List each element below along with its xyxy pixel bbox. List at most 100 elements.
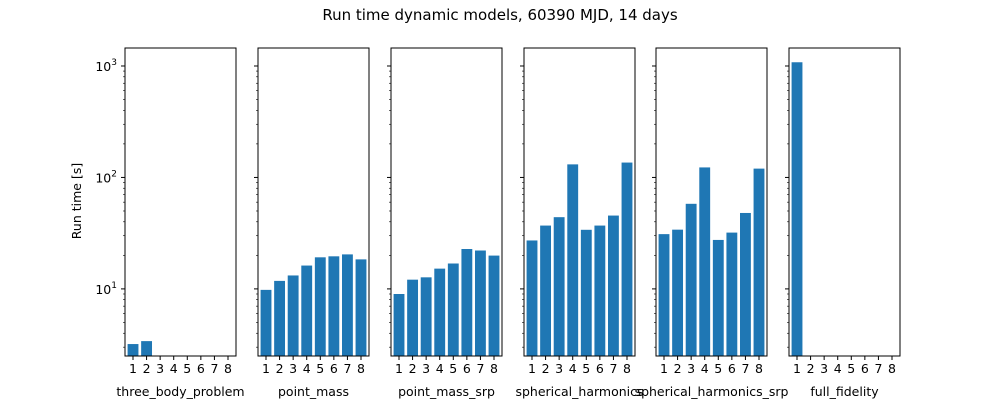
x-tick-label: 4 [170,361,178,376]
bar-point_mass_srp-4 [434,268,446,356]
x-axis-label: point_mass_srp [398,384,495,399]
y-tick-label: 103 [95,58,117,74]
x-tick-label: 2 [409,361,417,376]
axes-frame [124,47,237,357]
x-tick-label: 8 [755,361,763,376]
subplot-spherical_harmonics_srp: 1 2 3 4 5 6 7 8 spherical_harmonics_srp [635,47,789,399]
x-axis-label: point_mass [278,384,349,399]
x-tick-label: 1 [528,361,536,376]
bar-point_mass-2 [274,280,286,356]
x-axis-label: spherical_harmonics [515,384,643,399]
x-tick-label: 7 [476,361,484,376]
x-tick-label: 7 [874,361,882,376]
x-tick-label: 5 [316,361,324,376]
x-tick-label: 2 [807,361,815,376]
bar-point_mass_srp-1 [393,294,405,356]
bar-point_mass-3 [287,275,299,356]
y-axis-label: Run time [s] [69,163,84,239]
bar-spherical_harmonics-1 [526,240,538,356]
bar-spherical_harmonics-6 [594,225,606,356]
x-tick-label: 5 [847,361,855,376]
x-tick-label: 6 [728,361,736,376]
bar-point_mass-8 [355,259,367,356]
x-tick-label: 3 [422,361,430,376]
x-tick-label: 3 [289,361,297,376]
bar-full_fidelity-1 [791,62,803,356]
x-tick-label: 7 [609,361,617,376]
x-tick-label: 8 [623,361,631,376]
axes-frame [788,47,901,357]
x-tick-label: 1 [262,361,270,376]
x-tick-label: 4 [569,361,577,376]
bar-spherical_harmonics_srp-8 [753,168,765,356]
y-tick-label: 101 [95,281,117,297]
x-tick-label: 7 [210,361,218,376]
x-tick-label: 6 [463,361,471,376]
x-tick-label: 5 [183,361,191,376]
x-tick-label: 3 [820,361,828,376]
x-tick-label: 7 [343,361,351,376]
chart-title: Run time dynamic models, 60390 MJD, 14 d… [322,6,678,24]
x-tick-label: 5 [449,361,457,376]
bar-three_body_problem-1 [127,344,139,356]
subplot-three_body_problem: 1 2 3 4 5 6 7 8 three_body_problem 101 102 103 [95,47,245,399]
x-tick-label: 8 [357,361,365,376]
bar-point_mass_srp-8 [488,255,500,356]
bar-spherical_harmonics-5 [580,229,592,356]
bar-spherical_harmonics-2 [540,225,552,356]
bar-point_mass_srp-5 [447,263,459,356]
x-tick-label: 8 [224,361,232,376]
bar-spherical_harmonics_srp-3 [685,203,697,356]
x-tick-label: 2 [143,361,151,376]
bar-spherical_harmonics-7 [608,215,619,356]
x-tick-label: 5 [714,361,722,376]
x-tick-label: 3 [156,361,164,376]
x-tick-label: 2 [674,361,682,376]
x-axis-label: full_fidelity [810,384,879,399]
x-tick-label: 2 [276,361,284,376]
bar-point_mass-7 [342,254,353,356]
bar-point_mass-4 [301,265,313,356]
bar-spherical_harmonics_srp-4 [699,167,711,356]
bar-point_mass_srp-6 [461,249,473,356]
x-tick-label: 7 [741,361,749,376]
x-tick-label: 1 [395,361,403,376]
x-tick-label: 2 [542,361,550,376]
bar-point_mass-6 [328,256,340,356]
bar-spherical_harmonics-4 [567,164,579,356]
bar-spherical_harmonics_srp-6 [726,232,738,356]
x-tick-label: 1 [129,361,137,376]
x-tick-label: 4 [834,361,842,376]
x-axis-label: three_body_problem [116,384,244,399]
x-tick-label: 6 [330,361,338,376]
x-tick-label: 8 [888,361,896,376]
x-tick-label: 4 [303,361,311,376]
bar-spherical_harmonics_srp-1 [658,234,670,356]
bar-spherical_harmonics_srp-5 [712,239,724,356]
x-tick-label: 4 [701,361,709,376]
bar-point_mass_srp-7 [475,250,486,356]
subplot-full_fidelity: 1 2 3 4 5 6 7 8 full_fidelity [785,47,901,399]
subplot-point_mass_srp: 1 2 3 4 5 6 7 8 point_mass_srp [387,47,503,399]
x-tick-label: 5 [582,361,590,376]
bar-point_mass_srp-2 [407,279,419,356]
bar-spherical_harmonics_srp-7 [740,212,751,356]
x-tick-label: 1 [793,361,801,376]
bar-point_mass-5 [314,257,326,356]
x-tick-label: 6 [596,361,604,376]
x-tick-label: 4 [436,361,444,376]
y-tick-label: 102 [95,169,117,185]
subplot-point_mass: 1 2 3 4 5 6 7 8 point_mass [254,47,370,399]
x-tick-label: 3 [687,361,695,376]
x-tick-label: 8 [490,361,498,376]
x-axis-label: spherical_harmonics_srp [635,384,789,399]
bar-spherical_harmonics-3 [553,217,565,356]
bar-spherical_harmonics-8 [621,162,633,356]
bar-point_mass-1 [260,289,272,356]
x-tick-label: 6 [197,361,205,376]
bar-point_mass_srp-3 [420,277,432,356]
x-tick-label: 1 [660,361,668,376]
x-tick-label: 3 [555,361,563,376]
